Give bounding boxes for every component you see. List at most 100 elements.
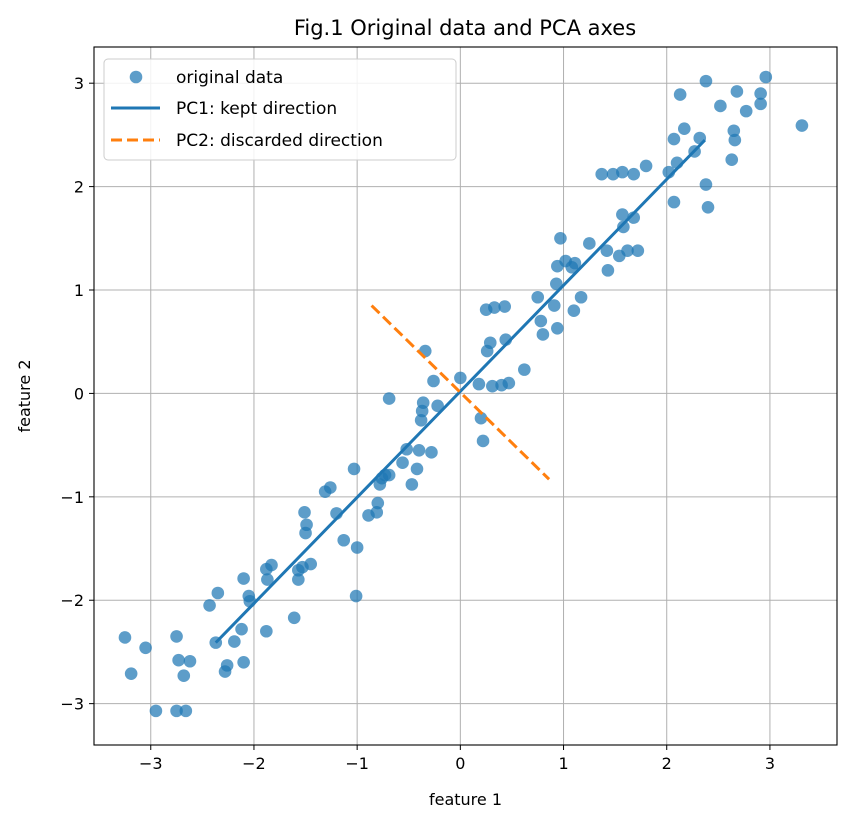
x-tick-label: −2 [242, 754, 266, 773]
pc1-line [214, 139, 706, 644]
data-point [714, 99, 727, 113]
data-point [518, 363, 531, 376]
legend-label-pc1: PC1: kept direction [176, 99, 337, 119]
data-point [349, 589, 363, 603]
data-point [265, 558, 278, 572]
data-point [673, 88, 687, 101]
data-point [170, 704, 183, 718]
legend-marker-points [129, 70, 143, 84]
legend: original data PC1: kept direction PC2: dis… [103, 58, 457, 161]
data-point [486, 379, 499, 393]
data-point [382, 392, 396, 405]
data-point [739, 104, 753, 118]
data-point [371, 496, 385, 510]
data-point [261, 573, 274, 586]
data-point [617, 220, 630, 234]
data-point [347, 462, 361, 476]
data-point [118, 631, 132, 644]
data-point [728, 133, 742, 147]
data-point [431, 399, 444, 413]
data-point [554, 232, 567, 245]
data-point [759, 70, 773, 84]
data-point [667, 195, 681, 209]
data-point [412, 443, 426, 457]
data-point [405, 478, 419, 491]
data-point [324, 481, 337, 494]
data-point [483, 336, 497, 350]
y-tick-label: −1 [60, 488, 84, 507]
data-point [396, 456, 409, 469]
y-tick-label: 3 [74, 74, 84, 93]
data-point [699, 74, 713, 88]
data-point [534, 314, 548, 328]
axis-ticks: −3 −2 −1 0 1 2 3 −3 −2 −1 0 1 2 3 [60, 74, 775, 773]
data-point [725, 153, 739, 167]
data-point [699, 178, 713, 191]
data-point [547, 299, 561, 312]
data-point [574, 290, 588, 304]
data-point [370, 506, 384, 519]
data-point [427, 374, 440, 388]
data-point [795, 119, 809, 132]
data-point [621, 244, 634, 258]
data-point [414, 414, 428, 427]
data-point [382, 468, 396, 482]
data-point [488, 301, 501, 314]
data-point [639, 159, 653, 173]
data-point [211, 586, 225, 600]
data-point [177, 669, 191, 683]
x-tick-label: 3 [765, 754, 775, 773]
data-point [220, 659, 234, 672]
pc2-line [370, 304, 551, 481]
data-point [600, 244, 614, 258]
data-point [425, 446, 438, 459]
data-point [476, 434, 490, 448]
data-point [472, 377, 486, 391]
data-point [730, 85, 744, 98]
y-tick-label: 1 [74, 281, 84, 300]
data-point [139, 641, 152, 655]
data-point [616, 208, 629, 221]
data-point [727, 124, 741, 138]
data-point [350, 541, 364, 554]
data-point [667, 132, 681, 146]
y-tick-label: −2 [60, 591, 84, 610]
legend-box [103, 58, 457, 161]
data-point [498, 300, 512, 313]
data-point [304, 557, 318, 571]
data-point [337, 533, 351, 547]
data-point [170, 630, 183, 643]
data-point [701, 200, 715, 214]
data-point [183, 654, 197, 668]
data-point [583, 237, 596, 250]
data-point [754, 87, 767, 100]
data-point [179, 704, 193, 718]
plot-marks [118, 70, 809, 718]
grid [94, 47, 837, 745]
data-point [616, 165, 629, 179]
data-point [627, 167, 641, 181]
data-point [531, 290, 545, 304]
data-point [416, 396, 430, 410]
data-point [124, 667, 138, 680]
data-point [754, 97, 767, 111]
y-tick-label: 0 [74, 384, 84, 403]
data-point [228, 635, 241, 648]
y-tick-label: −3 [60, 695, 84, 714]
data-point [550, 277, 563, 291]
x-tick-label: 2 [662, 754, 672, 773]
data-point [149, 704, 163, 718]
x-axis-label: feature 1 [429, 790, 502, 809]
data-point [172, 653, 185, 667]
data-point [502, 376, 516, 390]
data-point [287, 611, 301, 625]
data-point [237, 655, 250, 669]
x-tick-label: −3 [139, 754, 163, 773]
x-tick-label: 1 [558, 754, 568, 773]
data-point [410, 462, 424, 476]
plot-frame [93, 46, 838, 746]
data-point [601, 264, 615, 277]
legend-label-points: original data [176, 68, 283, 88]
legend-label-pc2: PC2: discarded direction [176, 131, 383, 151]
